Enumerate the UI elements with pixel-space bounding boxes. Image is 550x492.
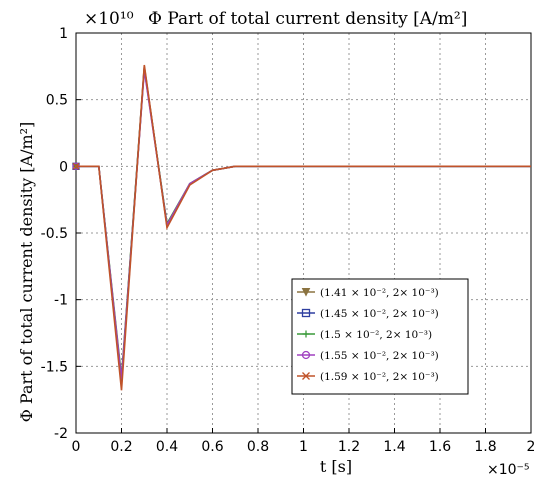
legend-marker bbox=[301, 288, 311, 297]
y-tick-label: -0.5 bbox=[41, 226, 68, 242]
x-tick-label: 1.8 bbox=[474, 439, 496, 455]
legend-marker bbox=[301, 350, 311, 360]
x-tick-label: 1.6 bbox=[429, 439, 451, 455]
x-tick-label: 0 bbox=[72, 439, 81, 455]
x-tick-label: 0.4 bbox=[156, 439, 178, 455]
x-tick-label: 1.2 bbox=[338, 439, 360, 455]
y-axis-label: Φ Part of total current density [A/m²] bbox=[17, 122, 36, 423]
y-multiplier: ×10¹⁰ bbox=[84, 9, 134, 29]
y-tick-label: 0.5 bbox=[46, 93, 68, 109]
legend-item: (1.55 × 10⁻², 2× 10⁻³) bbox=[297, 350, 439, 362]
marker-stroke bbox=[72, 162, 80, 170]
series-marker bbox=[72, 162, 80, 170]
tick-labels: 0 0.2 0.4 0.6 0.8 1 1.2 1.4 1.6 1.8 2 1 0.5 0 -0.5 -1 -1… bbox=[41, 26, 536, 455]
series-line bbox=[76, 64, 531, 391]
legend-label: (1.45 × 10⁻², 2× 10⁻³) bbox=[320, 308, 439, 320]
x-multiplier: ×10⁻⁵ bbox=[487, 462, 530, 478]
grid bbox=[75, 32, 532, 434]
legend-item: (1.45 × 10⁻², 2× 10⁻³) bbox=[297, 308, 439, 320]
legend-label: (1.5 × 10⁻², 2× 10⁻³) bbox=[320, 329, 432, 341]
y-tick-label: -1.5 bbox=[41, 359, 68, 375]
chart-title: Φ Part of total current density [A/m²] bbox=[148, 9, 467, 29]
y-tick-label: -2 bbox=[54, 426, 68, 442]
series-layer bbox=[72, 64, 531, 391]
legend-marker bbox=[302, 372, 310, 380]
y-tick-label: 1 bbox=[59, 26, 68, 42]
legend-item: (1.41 × 10⁻², 2× 10⁻³) bbox=[297, 287, 439, 299]
legend-item: (1.5 × 10⁻², 2× 10⁻³) bbox=[297, 329, 432, 341]
legend-label: (1.41 × 10⁻², 2× 10⁻³) bbox=[320, 287, 439, 299]
legend: (1.41 × 10⁻², 2× 10⁻³) (1.45 × 10⁻², 2× 1… bbox=[291, 278, 469, 395]
x-tick-label: 0.2 bbox=[110, 439, 132, 455]
legend-label: (1.59 × 10⁻², 2× 10⁻³) bbox=[320, 371, 439, 383]
x-tick-label: 2 bbox=[527, 439, 536, 455]
legend-marker bbox=[302, 330, 310, 338]
marker-stroke bbox=[302, 372, 310, 380]
x-axis-label: t [s] bbox=[320, 457, 352, 476]
x-tick-label: 1.4 bbox=[383, 439, 405, 455]
x-tick-label: 0.8 bbox=[247, 439, 269, 455]
x-tick-label: 0.6 bbox=[201, 439, 223, 455]
legend-item: (1.59 × 10⁻², 2× 10⁻³) bbox=[297, 371, 439, 383]
legend-marker bbox=[301, 308, 311, 318]
y-tick-label: -1 bbox=[54, 293, 68, 309]
x-tick-label: 1 bbox=[299, 439, 308, 455]
y-tick-label: 0 bbox=[59, 159, 68, 175]
plot-frame bbox=[75, 32, 532, 434]
legend-box bbox=[291, 278, 469, 395]
legend-label: (1.55 × 10⁻², 2× 10⁻³) bbox=[320, 350, 439, 362]
series-5 bbox=[72, 64, 531, 391]
